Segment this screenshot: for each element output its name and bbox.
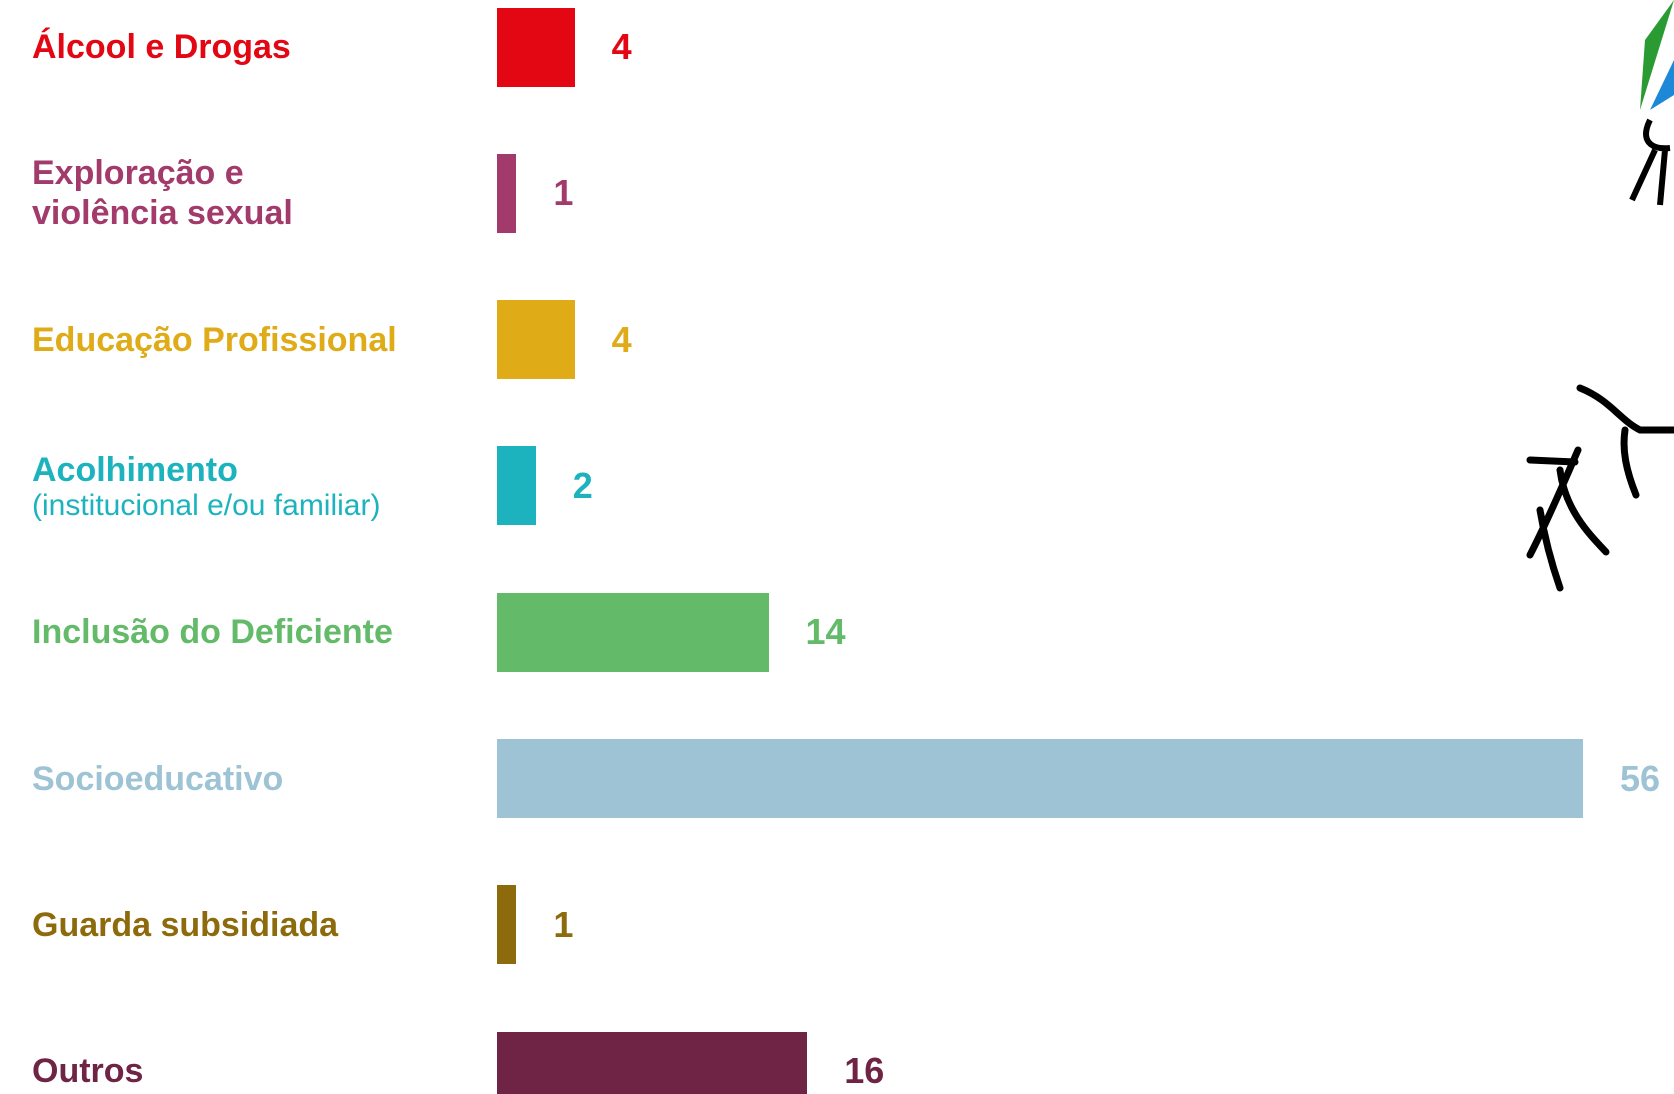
bar	[497, 885, 516, 964]
bar	[497, 739, 1583, 818]
category-note: (institucional e/ou familiar)	[32, 490, 472, 522]
value-label: 2	[573, 465, 593, 507]
category-label: Socioeducativo	[32, 759, 472, 799]
decoration-figure	[1632, 120, 1670, 205]
category-text: Socioeducativo	[32, 760, 283, 798]
category-label: Guarda subsidiada	[32, 905, 472, 945]
bar	[497, 154, 516, 233]
chart: Álcool e Drogas 4 Exploração e violência s…	[0, 0, 1674, 1094]
category-text: Guarda subsidiada	[32, 906, 338, 944]
value-label: 4	[612, 319, 632, 361]
bar	[497, 8, 575, 87]
bar	[497, 300, 575, 379]
category-text: Álcool e Drogas	[32, 28, 291, 66]
category-label: Álcool e Drogas	[32, 27, 472, 67]
bar	[497, 446, 536, 525]
value-label: 14	[806, 611, 846, 653]
value-label: 1	[553, 904, 573, 946]
bar	[497, 1032, 807, 1094]
category-label: Inclusão do Deficiente	[32, 612, 472, 652]
category-label: Educação Profissional	[32, 320, 472, 360]
value-label: 4	[612, 26, 632, 68]
category-text: Inclusão do Deficiente	[32, 613, 393, 651]
category-label: Outros	[32, 1051, 472, 1091]
bar	[497, 593, 769, 672]
category-label: Exploração e violência sexual	[32, 153, 352, 233]
category-text: Educação Profissional	[32, 321, 397, 359]
value-label: 1	[553, 172, 573, 214]
decoration-figure	[1530, 388, 1674, 588]
category-label: Acolhimento(institucional e/ou familiar)	[32, 450, 472, 522]
category-text: Acolhimento	[32, 451, 238, 489]
category-text: Outros	[32, 1052, 143, 1090]
value-label: 16	[844, 1050, 884, 1092]
decoration-shape	[1650, 60, 1674, 110]
value-label: 56	[1620, 758, 1660, 800]
category-text: Exploração e violência sexual	[32, 154, 293, 232]
